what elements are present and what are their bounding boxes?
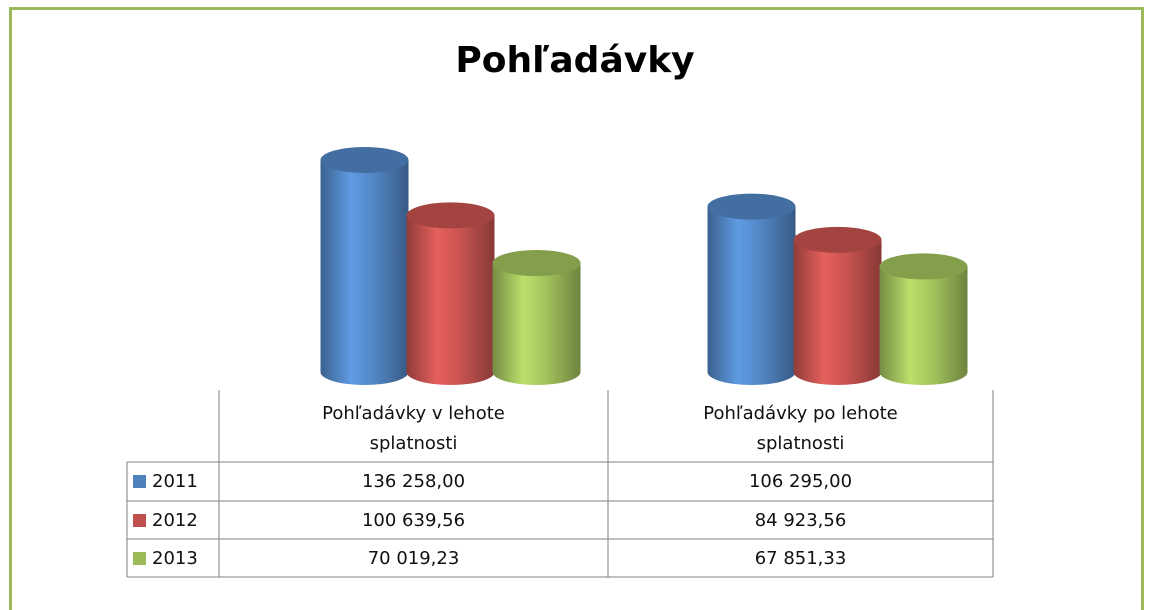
value-label: 70 019,23: [367, 547, 460, 569]
value-label: 106 295,00: [748, 471, 853, 492]
chart: [126, 147, 994, 578]
legend-label: 2011: [152, 471, 198, 492]
category-label: Pohľadávky v lehote splatnosti: [322, 403, 505, 454]
value-label: 100 639,56: [361, 509, 466, 531]
value-label: 84 923,56: [754, 509, 847, 531]
cylinder: [707, 193, 796, 385]
cylinder: [879, 253, 968, 385]
cylinder-body: [406, 215, 495, 385]
legend-entry: 2012: [127, 501, 219, 539]
legend-label: 2012: [152, 509, 198, 531]
cylinder-top: [879, 253, 968, 280]
legend-entry: 2011: [127, 462, 219, 501]
cylinder-body: [793, 239, 882, 385]
cylinder: [406, 202, 495, 385]
cylinder-top: [707, 193, 796, 220]
legend-key: [133, 551, 146, 565]
value-label: 136 258,00: [361, 471, 466, 492]
value-label: 67 851,33: [754, 547, 847, 569]
category-label: Pohľadávky po lehote splatnosti: [703, 403, 898, 454]
frame: [9, 7, 1144, 610]
cylinder-body: [492, 263, 581, 385]
page: Pohľadávky Pohľadávky v lehote splatnost…: [9, 7, 1144, 610]
cylinder-top: [492, 250, 581, 277]
cylinder: [492, 250, 581, 385]
cylinder-top: [406, 202, 495, 229]
cylinder-top: [793, 226, 882, 253]
legend-key: [133, 513, 146, 527]
cylinder-top: [320, 147, 409, 173]
legend-entry: 2013: [127, 539, 219, 577]
cylinder-body: [707, 206, 796, 385]
cylinder: [320, 147, 409, 385]
cylinder-body: [320, 160, 409, 385]
chart-title: Pohľadávky: [455, 40, 695, 81]
legend-key: [133, 475, 146, 488]
legend-label: 2013: [152, 547, 198, 569]
table-grid: [126, 390, 994, 578]
cylinder-body: [879, 266, 968, 385]
cylinder: [793, 226, 882, 385]
